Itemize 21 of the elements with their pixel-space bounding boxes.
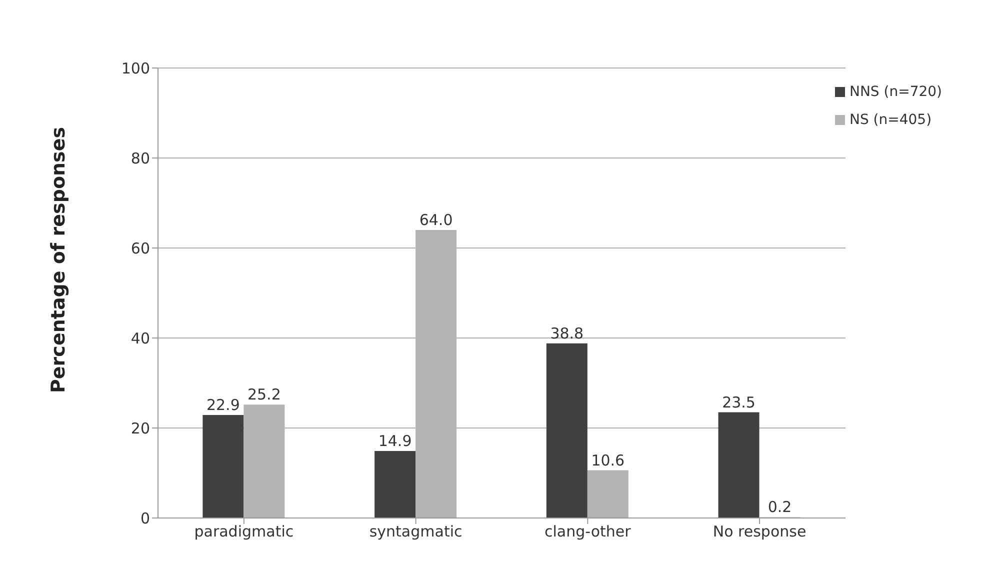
legend-label: NNS (n=720): [849, 84, 942, 100]
x-tick-label: No response: [712, 522, 806, 541]
data-label: 14.9: [378, 432, 412, 450]
y-tick-label: 40: [130, 329, 150, 348]
x-tick-label: clang-other: [544, 522, 632, 541]
y-axis-title: Percentage of responses: [48, 126, 70, 393]
x-tick-label: paradigmatic: [194, 522, 294, 541]
x-tick-label: syntagmatic: [369, 522, 462, 541]
data-label: 23.5: [722, 393, 756, 412]
data-label: 38.8: [550, 324, 584, 342]
legend-label: NS (n=405): [849, 112, 932, 128]
y-tick-label: 0: [140, 509, 150, 528]
y-tick-label: 20: [130, 419, 150, 438]
data-label: 10.6: [591, 451, 625, 470]
y-tick-label: 100: [121, 59, 150, 78]
data-label: 0.2: [768, 498, 792, 516]
data-label: 25.2: [247, 386, 281, 404]
y-tick-label: 80: [130, 149, 150, 168]
data-label: 64.0: [419, 211, 453, 229]
data-label: 22.9: [206, 396, 240, 414]
y-tick-label: 60: [130, 239, 150, 258]
